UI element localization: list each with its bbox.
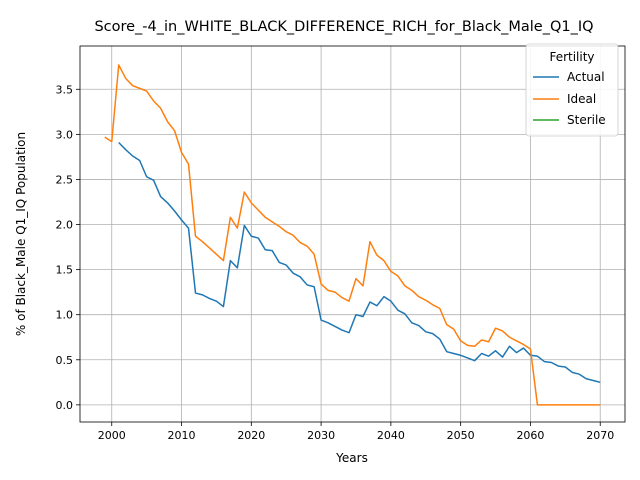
legend-label-sterile: Sterile — [567, 113, 606, 127]
chart-title: Score_-4_in_WHITE_BLACK_DIFFERENCE_RICH_… — [94, 19, 593, 35]
x-tick-label: 2010 — [168, 429, 196, 442]
x-tick-label: 2070 — [586, 429, 614, 442]
legend: Fertility Actual Ideal Sterile — [525, 43, 619, 137]
y-tick-label: 0.0 — [56, 399, 74, 412]
legend-label-ideal: Ideal — [567, 92, 596, 106]
x-axis-ticks: 2000 2010 2020 2030 2040 2050 2060 2070 — [98, 422, 614, 442]
series-lines — [104, 64, 601, 406]
y-tick-label: 2.0 — [56, 219, 74, 232]
legend-box — [525, 43, 619, 137]
x-tick-label: 2060 — [516, 429, 544, 442]
y-axis-label: % of Black_Male Q1_IQ Population — [14, 132, 28, 336]
x-axis-label: Years — [335, 451, 368, 465]
plot-frame — [79, 45, 626, 423]
x-tick-label: 2020 — [237, 429, 265, 442]
x-tick-label: 2030 — [307, 429, 335, 442]
y-tick-label: 2.5 — [56, 173, 74, 186]
series-line-actual — [118, 141, 601, 384]
y-tick-label: 1.0 — [56, 309, 74, 322]
legend-title: Fertility — [549, 50, 594, 64]
x-tick-label: 2050 — [447, 429, 475, 442]
x-tick-label: 2040 — [377, 429, 405, 442]
series-line-ideal — [104, 64, 601, 406]
y-tick-label: 3.0 — [56, 128, 74, 141]
x-tick-label: 2000 — [98, 429, 126, 442]
y-tick-label: 1.5 — [56, 264, 74, 277]
y-axis-ticks: 0.0 0.5 1.0 1.5 2.0 2.5 3.0 3.5 — [56, 83, 80, 412]
y-tick-label: 3.5 — [56, 83, 74, 96]
legend-label-actual: Actual — [567, 70, 605, 84]
y-tick-label: 0.5 — [56, 354, 74, 367]
